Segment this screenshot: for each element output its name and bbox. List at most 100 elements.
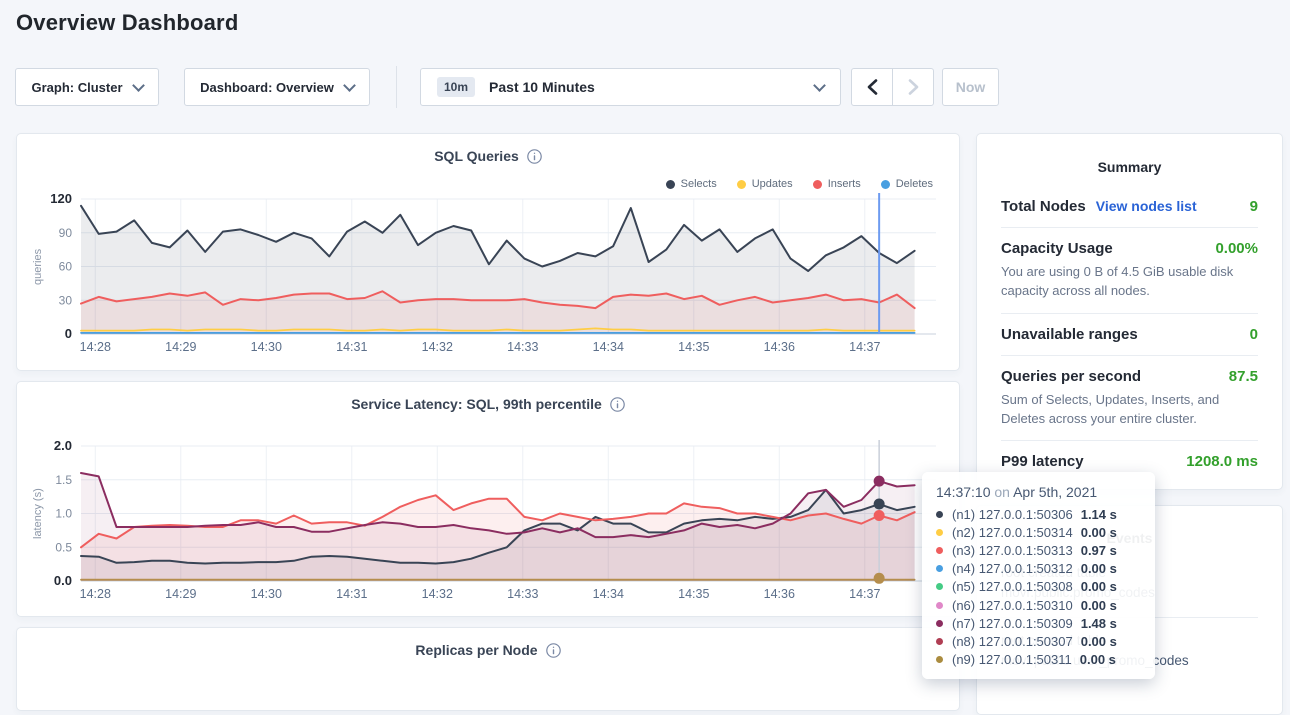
svg-text:14:30: 14:30 bbox=[251, 340, 282, 354]
tooltip-node-row: (n8) 127.0.0.1:503070.00 s bbox=[936, 632, 1141, 650]
legend-item: Selects bbox=[666, 178, 717, 190]
legend-dot-icon bbox=[813, 180, 822, 189]
time-range-label: Past 10 Minutes bbox=[489, 79, 595, 95]
summary-value: 9 bbox=[1250, 198, 1258, 215]
svg-text:1.5: 1.5 bbox=[55, 473, 72, 487]
summary-panel: Summary Total NodesView nodes list9Capac… bbox=[976, 133, 1283, 490]
svg-text:14:32: 14:32 bbox=[422, 587, 453, 601]
legend-label: Updates bbox=[752, 178, 793, 190]
chart-hover-tooltip: 14:37:10 on Apr 5th, 2021 (n1) 127.0.0.1… bbox=[922, 472, 1155, 679]
svg-text:2.0: 2.0 bbox=[54, 438, 72, 453]
summary-label: Total Nodes bbox=[1001, 198, 1086, 215]
summary-label: Unavailable ranges bbox=[1001, 326, 1138, 343]
chevron-left-icon bbox=[867, 79, 878, 95]
svg-text:14:34: 14:34 bbox=[593, 587, 624, 601]
info-icon[interactable] bbox=[610, 397, 625, 412]
legend-item: Deletes bbox=[881, 178, 933, 190]
summary-value: 87.5 bbox=[1229, 368, 1258, 385]
legend-label: Selects bbox=[681, 178, 717, 190]
toolbar-divider bbox=[396, 66, 397, 108]
time-nav-group bbox=[851, 68, 934, 106]
chevron-down-icon bbox=[132, 79, 145, 92]
node-color-dot-icon bbox=[936, 656, 943, 663]
tooltip-node-label: (n1) 127.0.0.1:50306 bbox=[952, 507, 1073, 522]
tooltip-node-row: (n2) 127.0.0.1:503140.00 s bbox=[936, 523, 1141, 541]
legend-dot-icon bbox=[737, 180, 746, 189]
summary-value: 0 bbox=[1250, 326, 1258, 343]
summary-value: 1208.0 ms bbox=[1186, 453, 1258, 470]
summary-subtext: You are using 0 B of 4.5 GiB usable disk… bbox=[1001, 263, 1258, 301]
legend-label: Inserts bbox=[828, 178, 861, 190]
legend-item: Updates bbox=[737, 178, 793, 190]
tooltip-node-value: 0.00 s bbox=[1080, 652, 1116, 667]
tooltip-node-label: (n7) 127.0.0.1:50309 bbox=[952, 616, 1073, 631]
svg-text:0: 0 bbox=[65, 326, 72, 341]
legend-label: Deletes bbox=[896, 178, 933, 190]
node-color-dot-icon bbox=[936, 565, 943, 572]
chart-title: Replicas per Node bbox=[415, 642, 537, 658]
sql-queries-chart[interactable]: 030609012014:2814:2914:3014:3114:3214:33… bbox=[81, 199, 936, 334]
view-nodes-list-link[interactable]: View nodes list bbox=[1096, 198, 1197, 214]
node-color-dot-icon bbox=[936, 602, 943, 609]
chevron-down-icon bbox=[343, 79, 356, 92]
legend-item: Inserts bbox=[813, 178, 861, 190]
tooltip-node-row: (n5) 127.0.0.1:503080.00 s bbox=[936, 578, 1141, 596]
tooltip-node-label: (n6) 127.0.0.1:50310 bbox=[952, 598, 1073, 613]
svg-text:14:31: 14:31 bbox=[336, 340, 367, 354]
graph-dropdown[interactable]: Graph: Cluster bbox=[15, 68, 159, 106]
node-color-dot-icon bbox=[936, 620, 943, 627]
info-icon[interactable] bbox=[546, 643, 561, 658]
time-range-dropdown[interactable]: 10m Past 10 Minutes bbox=[420, 68, 841, 106]
node-color-dot-icon bbox=[936, 547, 943, 554]
time-prev-button[interactable] bbox=[852, 69, 892, 105]
summary-subtext: Sum of Selects, Updates, Inserts, and De… bbox=[1001, 391, 1258, 429]
time-range-badge: 10m bbox=[437, 77, 475, 97]
svg-text:14:28: 14:28 bbox=[80, 340, 111, 354]
svg-text:14:29: 14:29 bbox=[165, 587, 196, 601]
tooltip-node-row: (n7) 127.0.0.1:503091.48 s bbox=[936, 614, 1141, 632]
page-title: Overview Dashboard bbox=[16, 10, 238, 36]
svg-text:14:34: 14:34 bbox=[593, 340, 624, 354]
svg-text:1.0: 1.0 bbox=[55, 507, 72, 521]
chart-legend: Selects Updates Inserts Deletes bbox=[666, 178, 933, 190]
sql-queries-panel: SQL Queries Selects Updates Inserts Deletes… bbox=[16, 133, 960, 371]
svg-text:30: 30 bbox=[59, 293, 73, 307]
tooltip-node-label: (n8) 127.0.0.1:50307 bbox=[952, 634, 1073, 649]
now-button[interactable]: Now bbox=[942, 68, 999, 106]
summary-row: Total Nodes View nodes list 9 bbox=[1001, 186, 1258, 228]
service-latency-panel: Service Latency: SQL, 99th percentile la… bbox=[16, 381, 960, 617]
y-axis-label: latency (s) bbox=[29, 446, 47, 581]
node-color-dot-icon bbox=[936, 638, 943, 645]
legend-dot-icon bbox=[666, 180, 675, 189]
chart-title: SQL Queries bbox=[434, 148, 519, 164]
svg-text:14:30: 14:30 bbox=[251, 587, 282, 601]
node-color-dot-icon bbox=[936, 583, 943, 590]
tooltip-node-row: (n1) 127.0.0.1:503061.14 s bbox=[936, 505, 1141, 523]
dashboard-dropdown-label: Dashboard: Overview bbox=[200, 80, 334, 95]
service-latency-chart[interactable]: 0.00.51.01.52.014:2814:2914:3014:3114:32… bbox=[81, 446, 936, 581]
tooltip-node-row: (n9) 127.0.0.1:50311 0.00 s bbox=[936, 651, 1141, 669]
summary-label: Queries per second bbox=[1001, 368, 1141, 385]
svg-text:14:35: 14:35 bbox=[678, 587, 709, 601]
graph-dropdown-label: Graph: Cluster bbox=[31, 80, 122, 95]
chevron-right-icon bbox=[908, 79, 919, 95]
info-icon[interactable] bbox=[527, 149, 542, 164]
svg-text:14:37: 14:37 bbox=[849, 587, 880, 601]
svg-text:0.0: 0.0 bbox=[54, 573, 72, 588]
svg-text:14:36: 14:36 bbox=[764, 587, 795, 601]
tooltip-node-label: (n3) 127.0.0.1:50313 bbox=[952, 543, 1073, 558]
tooltip-node-value: 0.97 s bbox=[1081, 543, 1117, 558]
tooltip-node-row: (n4) 127.0.0.1:503120.00 s bbox=[936, 560, 1141, 578]
dashboard-dropdown[interactable]: Dashboard: Overview bbox=[184, 68, 370, 106]
y-axis-label: queries bbox=[29, 199, 47, 334]
tooltip-timestamp: 14:37:10 on Apr 5th, 2021 bbox=[936, 484, 1141, 500]
svg-text:14:33: 14:33 bbox=[507, 587, 538, 601]
tooltip-node-label: (n9) 127.0.0.1:50311 bbox=[952, 652, 1072, 667]
time-next-button[interactable] bbox=[892, 69, 933, 105]
legend-dot-icon bbox=[881, 180, 890, 189]
svg-text:60: 60 bbox=[59, 260, 73, 274]
summary-title: Summary bbox=[1001, 159, 1258, 175]
tooltip-node-label: (n2) 127.0.0.1:50314 bbox=[952, 525, 1073, 540]
tooltip-node-value: 0.00 s bbox=[1081, 579, 1117, 594]
svg-text:14:37: 14:37 bbox=[849, 340, 880, 354]
